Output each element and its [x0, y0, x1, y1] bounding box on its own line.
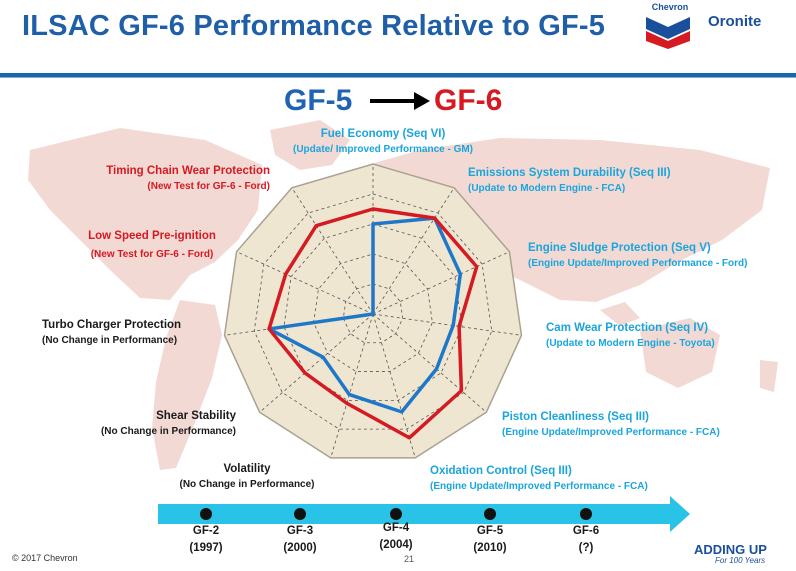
copyright: © 2017 Chevron	[12, 553, 78, 563]
radar-point-gf-6-2	[475, 265, 479, 269]
tagline-sub: For 100 Years	[715, 556, 766, 565]
radar-point-gf-6-5	[407, 436, 411, 440]
title-divider-light	[0, 77, 796, 78]
axis-label-fuel-economy: Fuel Economy (Seq VI) (Update/ Improved P…	[292, 128, 474, 155]
radar-point-gf-5-10	[371, 312, 375, 316]
radar-ring-1	[342, 283, 404, 344]
radar-point-gf-5-2	[458, 272, 462, 276]
radar-point-gf-6-3	[457, 324, 461, 328]
radar-spoke-9	[236, 251, 374, 315]
timeline-item-gf4: GF-4 (2004)	[379, 522, 413, 551]
radar-spoke-10	[291, 187, 374, 315]
radar-point-gf-5-4	[434, 367, 439, 371]
axis-label-lspi: Low Speed Pre-ignition (New Test for GF-6…	[88, 230, 216, 260]
axis-label-cam-wear: Cam Wear Protection (Seq IV) (Update to M…	[546, 322, 715, 349]
timeline-dot-gf4	[390, 508, 402, 520]
title-divider	[0, 73, 796, 77]
axis-label-sludge: Engine Sludge Protection (Seq V) (Engine …	[528, 242, 748, 269]
radar-point-gf-5-0	[371, 222, 375, 226]
axis-label-timing-chain: Timing Chain Wear Protection (New Test fo…	[106, 165, 270, 192]
radar-spoke-3	[372, 313, 522, 336]
chevron-logo-text: Chevron	[651, 2, 689, 12]
axis-label-oxidation: Oxidation Control (Seq III) (Engine Updat…	[430, 465, 648, 492]
radar-spoke-6	[330, 313, 374, 459]
radar-spoke-2	[372, 251, 510, 315]
radar-point-gf-6-8	[267, 327, 271, 331]
radar-point-gf-5-3	[451, 323, 455, 328]
axis-label-turbo: Turbo Charger Protection (No Change in Pe…	[42, 319, 182, 346]
timeline-item-gf3: GF-3 (2000)	[283, 525, 317, 554]
radar-point-gf-5-7	[321, 355, 325, 359]
timeline-item-gf2: GF-2 (1997)	[189, 525, 223, 554]
right-arrow-icon	[370, 92, 430, 110]
radar-ring-2	[313, 253, 433, 372]
axis-label-volatility: Volatility (No Change in Performance)	[179, 463, 315, 490]
radar-spoke-5	[372, 313, 416, 459]
comparison-to: GF-6	[434, 84, 503, 117]
radar-ring-3	[283, 223, 463, 401]
radar-ring-4	[253, 193, 493, 430]
chevron-logo-icon	[646, 17, 690, 49]
radar-spoke-4	[372, 313, 487, 413]
radar-point-gf-6-10	[314, 224, 318, 228]
radar-point-gf-5-5	[400, 410, 404, 414]
oronite-logo: Oronite	[708, 13, 762, 30]
radar-point-gf-6-4	[459, 389, 464, 393]
axis-label-piston: Piston Cleanliness (Seq III) (Engine Upda…	[502, 411, 720, 438]
radar-point-gf-6-9	[284, 272, 288, 276]
radar-point-gf-6-0	[371, 207, 375, 211]
timeline-item-gf6: GF-6 (?)	[572, 525, 600, 554]
page-title: ILSAC GF-6 Performance Relative to GF-5	[22, 10, 606, 42]
radar-spoke-1	[372, 187, 455, 315]
radar-point-gf-6-1	[433, 216, 437, 220]
comparison-from: GF-5	[284, 84, 353, 117]
page-number: 21	[404, 554, 415, 564]
radar-point-gf-5-6	[347, 392, 351, 397]
timeline-arrow	[158, 496, 690, 532]
timeline-dot-gf6	[580, 508, 592, 520]
timeline-dot-gf3	[294, 508, 306, 520]
axis-label-shear: Shear Stability (No Change in Performance…	[100, 410, 236, 437]
radar-point-gf-6-6	[345, 401, 349, 405]
timeline-dot-gf5	[484, 508, 496, 520]
radar-spoke-7	[259, 313, 374, 413]
tagline: ADDING UP	[694, 542, 767, 557]
timeline-dot-gf2	[200, 508, 212, 520]
radar-point-gf-6-7	[303, 371, 307, 375]
radar-series-gf-6	[267, 207, 479, 440]
axis-label-emissions: Emissions System Durability (Seq III) (Up…	[468, 167, 671, 194]
timeline-item-gf5: GF-5 (2010)	[473, 525, 507, 554]
